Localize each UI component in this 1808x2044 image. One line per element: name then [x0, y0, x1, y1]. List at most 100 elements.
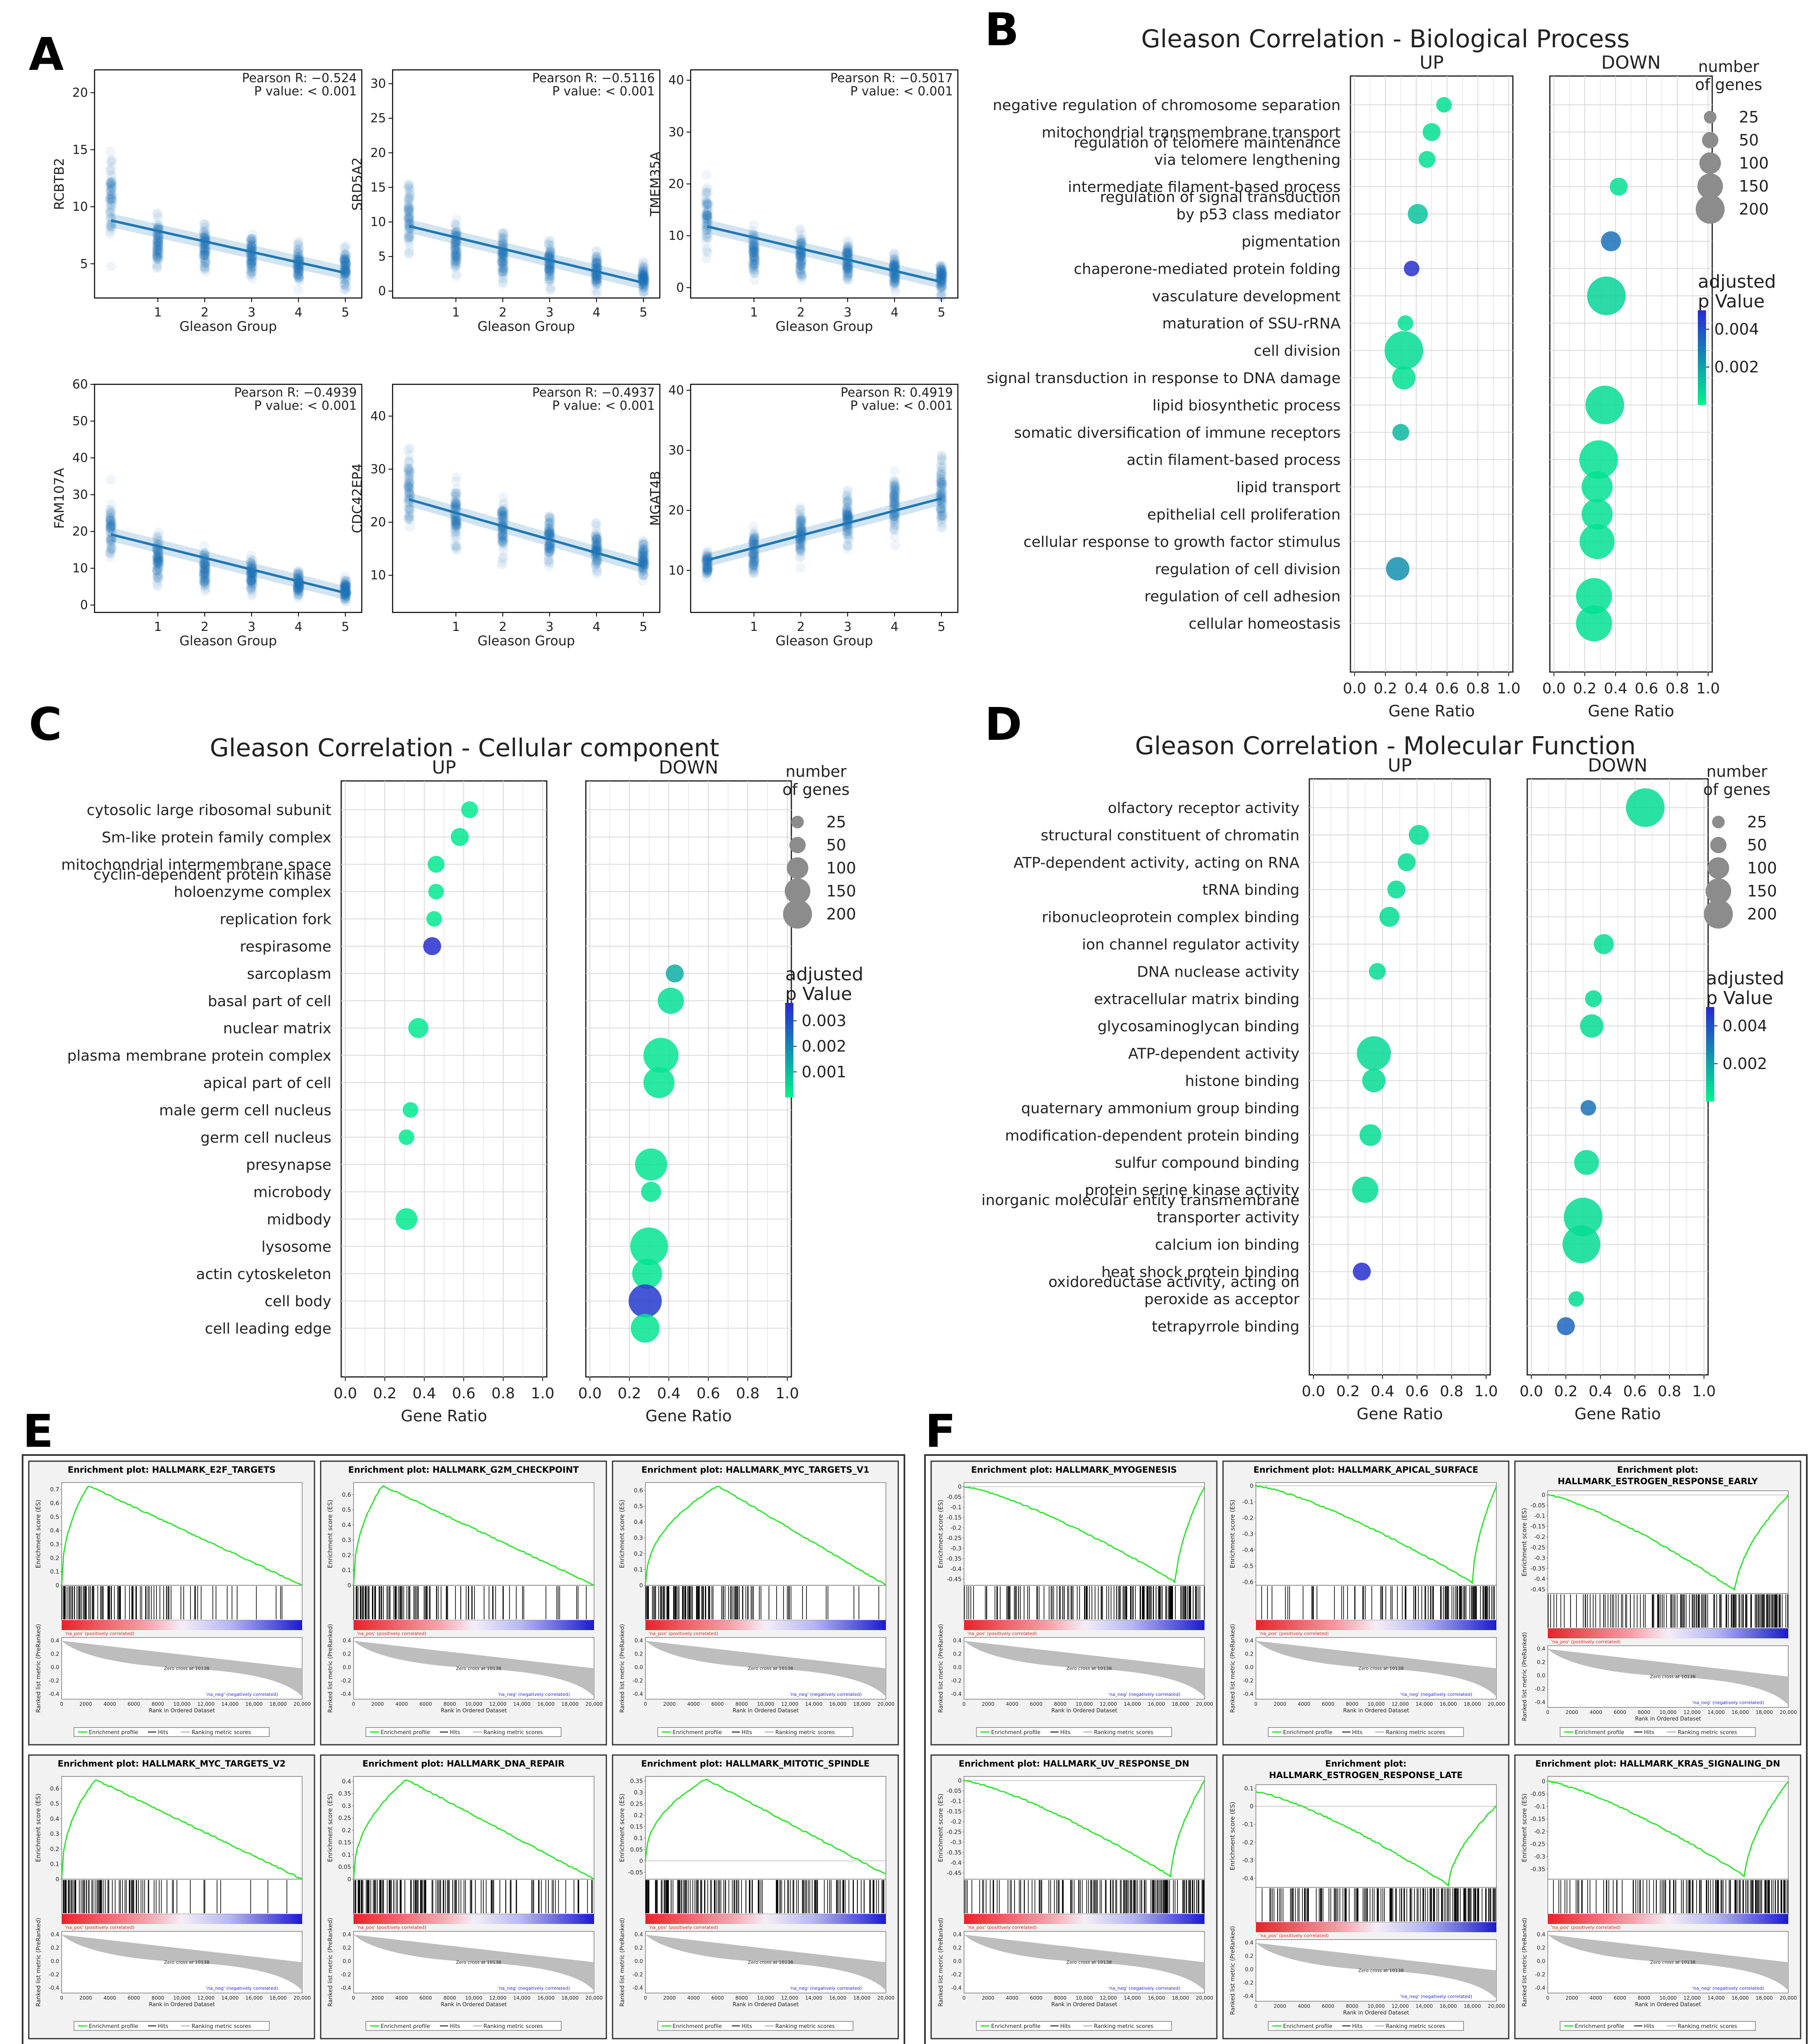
data-point: [152, 246, 162, 256]
zero-cross-label: Zero cross at 10138: [748, 1960, 793, 1965]
data-point: [199, 254, 209, 264]
term-dot: [1352, 1176, 1378, 1203]
data-point: [451, 239, 461, 249]
data-point: [497, 266, 507, 277]
term-label: vasculature development: [1152, 288, 1341, 305]
data-point: [340, 249, 351, 259]
legend-title: of genes: [1695, 76, 1762, 94]
y-axis-label: MGAT4B: [647, 471, 663, 526]
data-point: [247, 229, 258, 239]
data-point: [246, 235, 257, 245]
term-dot: [1362, 1069, 1386, 1092]
data-point: [451, 260, 461, 270]
data-point: [497, 262, 507, 273]
data-point: [199, 251, 210, 261]
x-tick-label: 2: [499, 620, 506, 634]
es-y-tick-label: -0.35: [947, 1556, 962, 1562]
data-point: [106, 189, 117, 199]
term-dot: [402, 1102, 418, 1118]
data-point: [340, 259, 350, 270]
data-point: [498, 270, 509, 280]
x-tick-label: 0.4: [657, 1385, 680, 1402]
data-point: [937, 451, 947, 462]
term-dot: [1594, 934, 1614, 954]
data-point: [797, 275, 807, 285]
data-point: [497, 277, 508, 287]
es-axes: [61, 1776, 303, 1880]
size-legend-label: 200: [826, 905, 856, 923]
data-point: [294, 265, 304, 275]
term-dot: [398, 1129, 414, 1145]
data-point: [246, 259, 257, 269]
data-point: [498, 235, 509, 245]
x-tick-label: 1.0: [1696, 680, 1720, 697]
data-point: [498, 259, 509, 269]
hits-axes: [61, 1879, 303, 1915]
data-point: [107, 176, 117, 187]
p-value-annotation: P value: < 0.001: [850, 399, 953, 413]
data-point: [450, 245, 460, 256]
data-point: [247, 256, 257, 267]
data-point: [451, 224, 461, 234]
na-neg-label: 'na_neg' (negatively correlated): [790, 1692, 862, 1697]
data-point: [452, 227, 462, 237]
rank-x-tick-label: 16,000: [537, 1995, 555, 2001]
data-point: [107, 201, 117, 211]
data-point: [292, 263, 303, 274]
es-y-tick-label: 0: [958, 1484, 962, 1490]
data-point: [450, 241, 460, 252]
data-point: [153, 250, 164, 260]
term-label: actin filament-based process: [1126, 452, 1341, 469]
data-point: [340, 254, 350, 264]
size-legend-label: 150: [1739, 177, 1769, 195]
data-point: [405, 190, 415, 200]
data-point: [340, 250, 350, 261]
data-point: [546, 270, 556, 280]
data-point: [404, 202, 414, 212]
es-y-tick-label: 0.15: [338, 1840, 351, 1846]
data-point: [498, 236, 509, 247]
data-point: [452, 254, 462, 265]
dotplot-panel-c: Gleason Correlation - Cellular component…: [61, 734, 863, 1425]
panel-letter-c: C: [29, 698, 62, 751]
rank-x-tick-label: 4000: [104, 1701, 116, 1707]
data-point: [293, 269, 303, 279]
es-y-tick-label: 0.3: [50, 1831, 59, 1838]
data-point: [247, 252, 258, 262]
data-point: [246, 241, 256, 252]
data-point: [497, 249, 508, 259]
data-point: [452, 243, 462, 253]
size-legend-dot: [791, 815, 804, 829]
na-pos-label: 'na_pos' (positively correlated): [649, 1925, 718, 1930]
data-point: [452, 542, 462, 552]
term-label: plasma membrane protein complex: [67, 1048, 331, 1065]
data-point: [246, 268, 257, 278]
rank-x-tick-label: 8000: [152, 1701, 164, 1707]
data-point: [340, 274, 350, 284]
y-tick-label: 0: [80, 598, 88, 612]
term-dot: [1353, 1262, 1371, 1281]
size-legend-dot: [1710, 837, 1727, 853]
x-tick-label: 1: [452, 305, 460, 320]
term-label: cell body: [265, 1293, 331, 1310]
data-point: [404, 207, 414, 217]
x-tick-label: 0.4: [1371, 1383, 1394, 1400]
data-point: [340, 256, 350, 266]
legend-title: p Value: [785, 984, 852, 1005]
data-point: [403, 230, 414, 240]
data-point: [795, 563, 806, 573]
data-point: [451, 227, 461, 238]
data-point: [294, 252, 304, 262]
plot-title: Enrichment plot: HALLMARK_G2M_CHECKPOINT: [348, 1465, 579, 1475]
data-point: [199, 261, 209, 271]
es-y-tick-label: 0.2: [50, 1555, 59, 1561]
data-point: [545, 261, 555, 272]
data-point: [246, 261, 256, 271]
data-point: [748, 522, 758, 532]
data-point: [247, 233, 257, 244]
data-point: [106, 194, 116, 204]
data-point: [543, 276, 554, 286]
data-point: [105, 186, 116, 196]
data-point: [499, 266, 509, 277]
data-point: [153, 237, 163, 247]
